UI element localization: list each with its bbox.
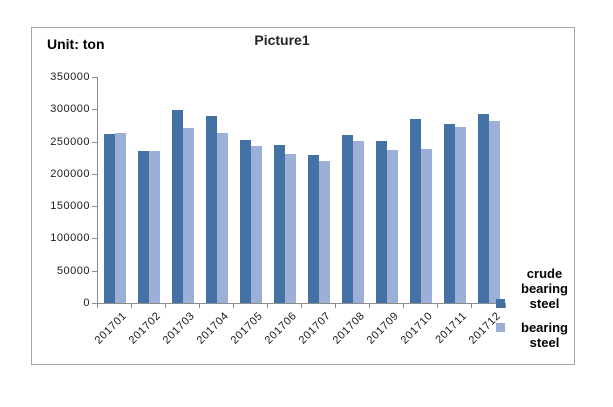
x-axis-tick bbox=[97, 304, 98, 308]
y-axis-label: 100000 bbox=[50, 232, 90, 245]
unit-label: Unit: ton bbox=[47, 36, 105, 52]
bar-crude-bearing-steel-201711 bbox=[444, 124, 455, 303]
bar-crude-bearing-steel-201712 bbox=[478, 114, 489, 303]
x-axis-tick bbox=[233, 304, 234, 308]
y-axis-tick bbox=[92, 141, 97, 143]
bar-group-201711 bbox=[438, 77, 472, 303]
x-axis-tick bbox=[131, 304, 132, 308]
bar-crude-bearing-steel-201705 bbox=[240, 140, 251, 303]
bar-crude-bearing-steel-201709 bbox=[376, 140, 387, 303]
bar-bearing-steel-201706 bbox=[285, 153, 296, 303]
bar-group-201702 bbox=[132, 77, 166, 303]
bar-bearing-steel-201712 bbox=[489, 120, 500, 303]
bar-bearing-steel-201705 bbox=[251, 146, 262, 303]
x-axis-label: 201708 bbox=[330, 310, 368, 347]
bar-group-201708 bbox=[336, 77, 370, 303]
x-axis-label: 201704 bbox=[194, 310, 232, 347]
y-axis-label: 300000 bbox=[50, 103, 90, 116]
bar-crude-bearing-steel-201703 bbox=[172, 109, 183, 303]
bar-crude-bearing-steel-201708 bbox=[342, 135, 353, 303]
bar-group-201703 bbox=[166, 77, 200, 303]
bar-bearing-steel-201703 bbox=[183, 128, 194, 303]
legend-label: crude bearing steel bbox=[521, 266, 568, 311]
bar-group-201705 bbox=[234, 77, 268, 303]
bar-crude-bearing-steel-201707 bbox=[308, 154, 319, 303]
bar-crude-bearing-steel-201710 bbox=[410, 118, 421, 303]
plot-area bbox=[97, 77, 506, 304]
bar-bearing-steel-201711 bbox=[455, 126, 466, 303]
x-axis-tick bbox=[437, 304, 438, 308]
x-axis-tick bbox=[301, 304, 302, 308]
y-axis-label: 150000 bbox=[50, 200, 90, 213]
x-axis-label: 201709 bbox=[364, 310, 402, 347]
bar-crude-bearing-steel-201702 bbox=[138, 150, 149, 303]
y-axis-label: 200000 bbox=[50, 167, 90, 180]
bar-bearing-steel-201710 bbox=[421, 148, 432, 303]
chart-frame: Unit: ton Picture1 350000 300000 250000 200… bbox=[31, 27, 575, 365]
bar-crude-bearing-steel-201704 bbox=[206, 115, 217, 303]
bar-bearing-steel-201701 bbox=[115, 133, 126, 303]
x-axis-label: 201703 bbox=[160, 310, 198, 347]
bar-bearing-steel-201708 bbox=[353, 140, 364, 303]
x-axis-tick bbox=[471, 304, 472, 308]
y-axis-tick bbox=[92, 270, 97, 272]
bar-group-201706 bbox=[268, 77, 302, 303]
y-axis-tick bbox=[92, 77, 97, 78]
x-axis-label: 201702 bbox=[126, 310, 164, 347]
legend-item-bearing-steel: bearing steel bbox=[496, 320, 578, 350]
bar-crude-bearing-steel-201706 bbox=[274, 145, 285, 303]
x-axis-label: 201707 bbox=[296, 310, 334, 347]
y-axis-label: 0 bbox=[83, 297, 90, 309]
y-axis-tick bbox=[92, 238, 97, 240]
bar-group-201712 bbox=[472, 77, 506, 303]
legend-swatch-bearing-steel bbox=[496, 323, 505, 332]
y-axis-tick bbox=[92, 303, 97, 304]
x-axis-label: 201710 bbox=[398, 310, 436, 347]
x-axis-tick bbox=[403, 304, 404, 308]
x-axis-tick bbox=[165, 304, 166, 308]
x-axis-tick bbox=[369, 304, 370, 308]
bar-group-201701 bbox=[98, 77, 132, 303]
legend-swatch-crude-bearing-steel bbox=[496, 299, 505, 308]
legend: crude bearing steel bearing steel bbox=[496, 266, 578, 359]
bar-bearing-steel-201707 bbox=[319, 160, 330, 303]
bar-bearing-steel-201704 bbox=[217, 133, 228, 303]
bar-group-201710 bbox=[404, 77, 438, 303]
x-axis-label: 201705 bbox=[228, 310, 266, 347]
x-axis-tick bbox=[505, 304, 506, 308]
bar-group-201704 bbox=[200, 77, 234, 303]
x-axis-label: 201701 bbox=[92, 310, 130, 347]
y-axis-tick bbox=[92, 173, 97, 175]
bar-bearing-steel-201709 bbox=[387, 149, 398, 303]
bar-crude-bearing-steel-201701 bbox=[104, 134, 115, 303]
x-axis-tick bbox=[267, 304, 268, 308]
bar-group-201709 bbox=[370, 77, 404, 303]
y-axis-label: 250000 bbox=[50, 135, 90, 148]
legend-item-crude-bearing-steel: crude bearing steel bbox=[496, 266, 578, 311]
y-axis-tick bbox=[92, 206, 97, 208]
y-axis-label: 350000 bbox=[50, 71, 90, 83]
x-axis-label: 201706 bbox=[262, 310, 300, 347]
x-axis-label: 201711 bbox=[433, 310, 470, 346]
bar-bearing-steel-201702 bbox=[149, 150, 160, 303]
y-axis-label: 50000 bbox=[56, 264, 90, 277]
x-axis-tick bbox=[335, 304, 336, 308]
bar-group-201707 bbox=[302, 77, 336, 303]
x-axis-tick bbox=[199, 304, 200, 308]
chart-title: Picture1 bbox=[254, 32, 310, 48]
legend-label: bearing steel bbox=[521, 320, 568, 350]
y-axis-tick bbox=[92, 109, 97, 111]
